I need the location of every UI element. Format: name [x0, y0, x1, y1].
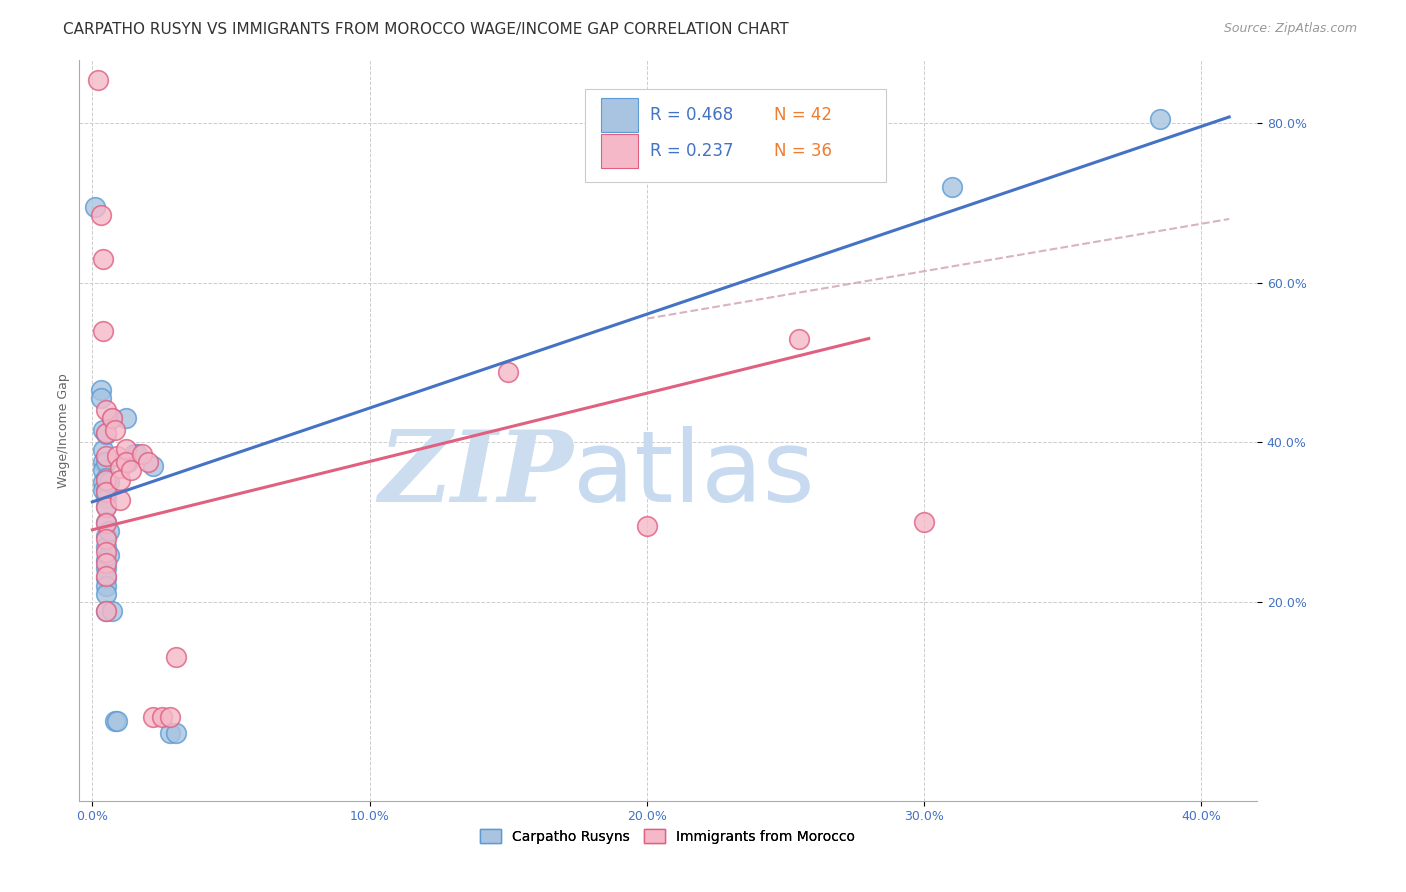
Point [98, 549, 121, 563]
Point [90, 208, 112, 222]
Point [96, 553, 118, 567]
Y-axis label: Wage/Income Gap: Wage/Income Gap [58, 373, 70, 488]
FancyBboxPatch shape [585, 89, 886, 182]
Point [96, 529, 118, 543]
Point [84, 200, 107, 214]
Point [96, 569, 118, 583]
Legend: Carpatho Rusyns, Immigrants from Morocco: Carpatho Rusyns, Immigrants from Morocco [475, 823, 860, 849]
Point [93, 423, 115, 437]
Point [150, 710, 173, 724]
Point [103, 423, 125, 437]
Point [96, 474, 118, 488]
Point [105, 450, 128, 464]
Point [101, 411, 124, 425]
Point [114, 442, 136, 456]
Point [96, 484, 118, 499]
Point [108, 492, 131, 507]
Point [93, 252, 115, 266]
Point [108, 474, 131, 488]
Point [114, 411, 136, 425]
Text: atlas: atlas [574, 426, 815, 523]
Point [96, 604, 118, 618]
Point [98, 475, 121, 489]
FancyBboxPatch shape [600, 98, 638, 132]
Point [101, 411, 124, 425]
Point [90, 392, 112, 406]
Point [142, 458, 165, 473]
Point [96, 500, 118, 515]
Text: Source: ZipAtlas.com: Source: ZipAtlas.com [1223, 22, 1357, 36]
Point [131, 447, 153, 461]
Point [96, 578, 118, 592]
Point [96, 455, 118, 469]
Point [96, 586, 118, 600]
Point [636, 518, 658, 533]
Point [96, 541, 118, 555]
Point [93, 455, 115, 469]
Point [93, 443, 115, 458]
Point [105, 714, 128, 728]
Point [117, 455, 139, 469]
Point [912, 515, 935, 529]
Point [142, 710, 165, 724]
Point [96, 516, 118, 531]
Point [101, 604, 124, 618]
Point [120, 463, 142, 477]
Point [165, 650, 187, 665]
Point [96, 515, 118, 529]
Point [96, 499, 118, 513]
Point [96, 561, 118, 575]
Point [96, 545, 118, 559]
FancyBboxPatch shape [600, 134, 638, 168]
Point [87, 72, 110, 87]
Point [96, 425, 118, 440]
Point [96, 556, 118, 570]
Point [941, 180, 963, 194]
Point [1149, 112, 1171, 127]
Text: R = 0.468: R = 0.468 [650, 106, 734, 124]
Point [93, 463, 115, 477]
Text: R = 0.237: R = 0.237 [650, 142, 734, 160]
Point [96, 450, 118, 464]
Text: N = 36: N = 36 [773, 142, 832, 160]
Point [136, 455, 159, 469]
Point [122, 447, 145, 461]
Point [159, 710, 181, 724]
Text: CARPATHO RUSYN VS IMMIGRANTS FROM MOROCCO WAGE/INCOME GAP CORRELATION CHART: CARPATHO RUSYN VS IMMIGRANTS FROM MOROCC… [63, 22, 789, 37]
Point [96, 571, 118, 585]
Point [93, 475, 115, 489]
Point [125, 447, 148, 461]
Point [90, 384, 112, 398]
Point [165, 726, 187, 740]
Text: N = 42: N = 42 [773, 106, 832, 124]
Point [103, 714, 125, 728]
Point [159, 726, 181, 740]
Point [114, 455, 136, 469]
Point [789, 332, 811, 346]
Point [98, 524, 121, 539]
Point [96, 533, 118, 547]
Point [96, 427, 118, 442]
Point [96, 483, 118, 497]
Point [93, 483, 115, 497]
Point [498, 365, 520, 379]
Point [96, 403, 118, 417]
Point [93, 324, 115, 338]
Point [96, 604, 118, 618]
Point [96, 491, 118, 505]
Text: ZIP: ZIP [378, 426, 574, 523]
Point [108, 460, 131, 475]
Point [96, 471, 118, 485]
